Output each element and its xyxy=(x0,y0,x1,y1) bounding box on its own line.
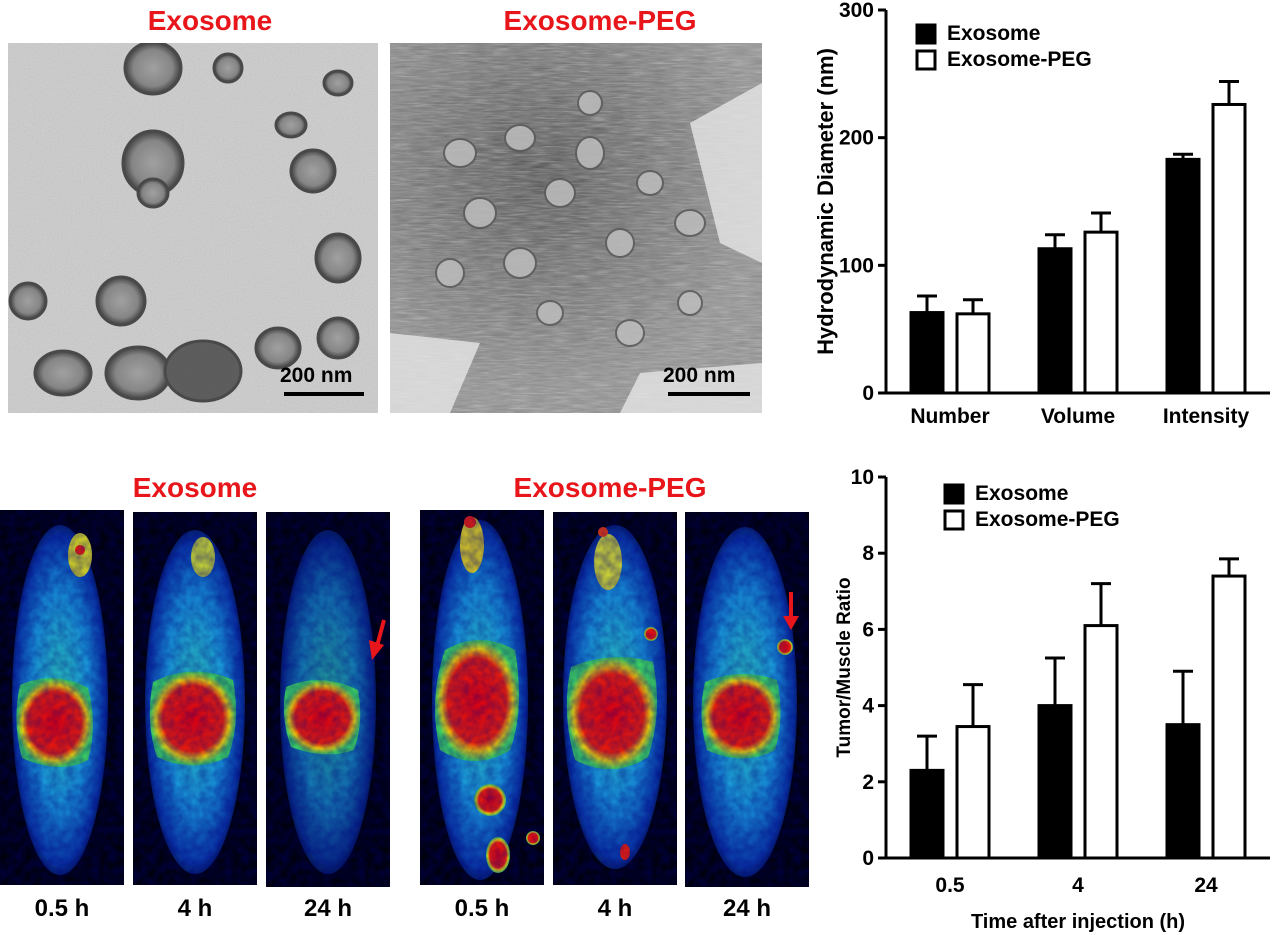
bar-exosome-peg-24 xyxy=(1211,574,1247,860)
y-tick-label: 8 xyxy=(862,542,874,565)
legend-label: Exosome xyxy=(975,482,1068,505)
x-tick-label: Intensity xyxy=(1163,405,1250,428)
y-axis-label: Hydrodynamic Diameter (nm) xyxy=(813,48,838,355)
y-tick-label: 100 xyxy=(839,254,874,277)
legend-swatch xyxy=(943,483,965,505)
x-tick-label: 4 xyxy=(1072,874,1084,897)
legend-label: Exosome xyxy=(947,22,1040,45)
bar-exosome-peg-4 xyxy=(1083,624,1119,860)
legend-swatch xyxy=(915,23,937,45)
hydrodynamic-diameter-chart: 0 100 200 300 Hydrodynamic Diameter (nm) Numb… xyxy=(813,0,1270,428)
tem-scale-bar-exosome-peg xyxy=(668,392,750,396)
pet-title-exosome: Exosome xyxy=(132,472,258,503)
tem-image-exosome xyxy=(8,43,378,413)
bar-exosome-4 xyxy=(1037,704,1073,860)
bar-exosome-peg-0-5 xyxy=(955,725,991,860)
bar-exosome-24 xyxy=(1165,723,1201,860)
x-tick-label: Number xyxy=(910,405,989,428)
tumor-arrow-icon xyxy=(783,592,799,630)
y-tick-label: 0 xyxy=(862,382,874,405)
pet-image-exosome-peg-24h xyxy=(685,512,809,887)
bar-exosome-peg-intensity xyxy=(1211,102,1247,395)
y-tick-label: 300 xyxy=(839,0,874,22)
pet-title-exosome-peg: Exosome-PEG xyxy=(513,472,707,503)
time-label-exosome-0-5h: 0.5 h xyxy=(34,895,90,922)
tem-scale-bar-exosome xyxy=(284,392,364,396)
tem-scale-label-exosome-peg: 200 nm xyxy=(663,364,736,387)
pet-image-exosome-peg-0-5h xyxy=(420,510,544,885)
x-tick-label: 24 xyxy=(1194,874,1218,897)
y-axis-label: Tumor/Muscle Ratio xyxy=(834,577,855,757)
time-label-exosome-peg-0-5h: 0.5 h xyxy=(454,895,510,922)
x-axis-label: Time after injection (h) xyxy=(971,911,1185,933)
y-tick-label: 2 xyxy=(862,771,874,794)
y-tick-label: 10 xyxy=(851,466,874,489)
pet-image-exosome-peg-4h xyxy=(553,512,677,885)
y-tick-label: 6 xyxy=(862,618,874,641)
y-tick-label: 200 xyxy=(839,127,874,150)
time-label-exosome-peg-24h: 24 h xyxy=(722,895,772,922)
legend-label: Exosome-PEG xyxy=(975,508,1120,531)
pet-image-exosome-0-5h xyxy=(0,510,124,885)
bar-exosome-volume xyxy=(1037,247,1073,395)
bar-exosome-intensity xyxy=(1165,157,1201,395)
legend-label: Exosome-PEG xyxy=(947,48,1092,71)
pet-image-exosome-24h xyxy=(266,512,390,887)
legend-swatch xyxy=(915,49,937,71)
bar-exosome-peg-volume xyxy=(1083,230,1119,395)
y-tick-label: 0 xyxy=(862,847,874,870)
tumor-arrow-icon xyxy=(369,619,386,660)
x-tick-label: 0.5 xyxy=(935,874,965,897)
tem-scale-label-exosome: 200 nm xyxy=(280,364,353,387)
tem-title-exosome: Exosome xyxy=(147,5,273,36)
x-tick-label: Volume xyxy=(1041,405,1115,428)
time-label-exosome-peg-4h: 4 h xyxy=(597,895,633,922)
y-tick-label: 4 xyxy=(862,695,874,718)
bar-exosome-number xyxy=(909,311,945,395)
bar-exosome-peg-number xyxy=(955,312,991,395)
bar-exosome-0-5 xyxy=(909,768,945,860)
legend-swatch xyxy=(943,509,965,531)
time-label-exosome-24h: 24 h xyxy=(303,895,353,922)
pet-image-exosome-4h xyxy=(133,512,257,885)
tem-image-exosome-peg xyxy=(390,43,762,413)
tem-title-exosome-peg: Exosome-PEG xyxy=(503,5,697,36)
time-label-exosome-4h: 4 h xyxy=(177,895,213,922)
